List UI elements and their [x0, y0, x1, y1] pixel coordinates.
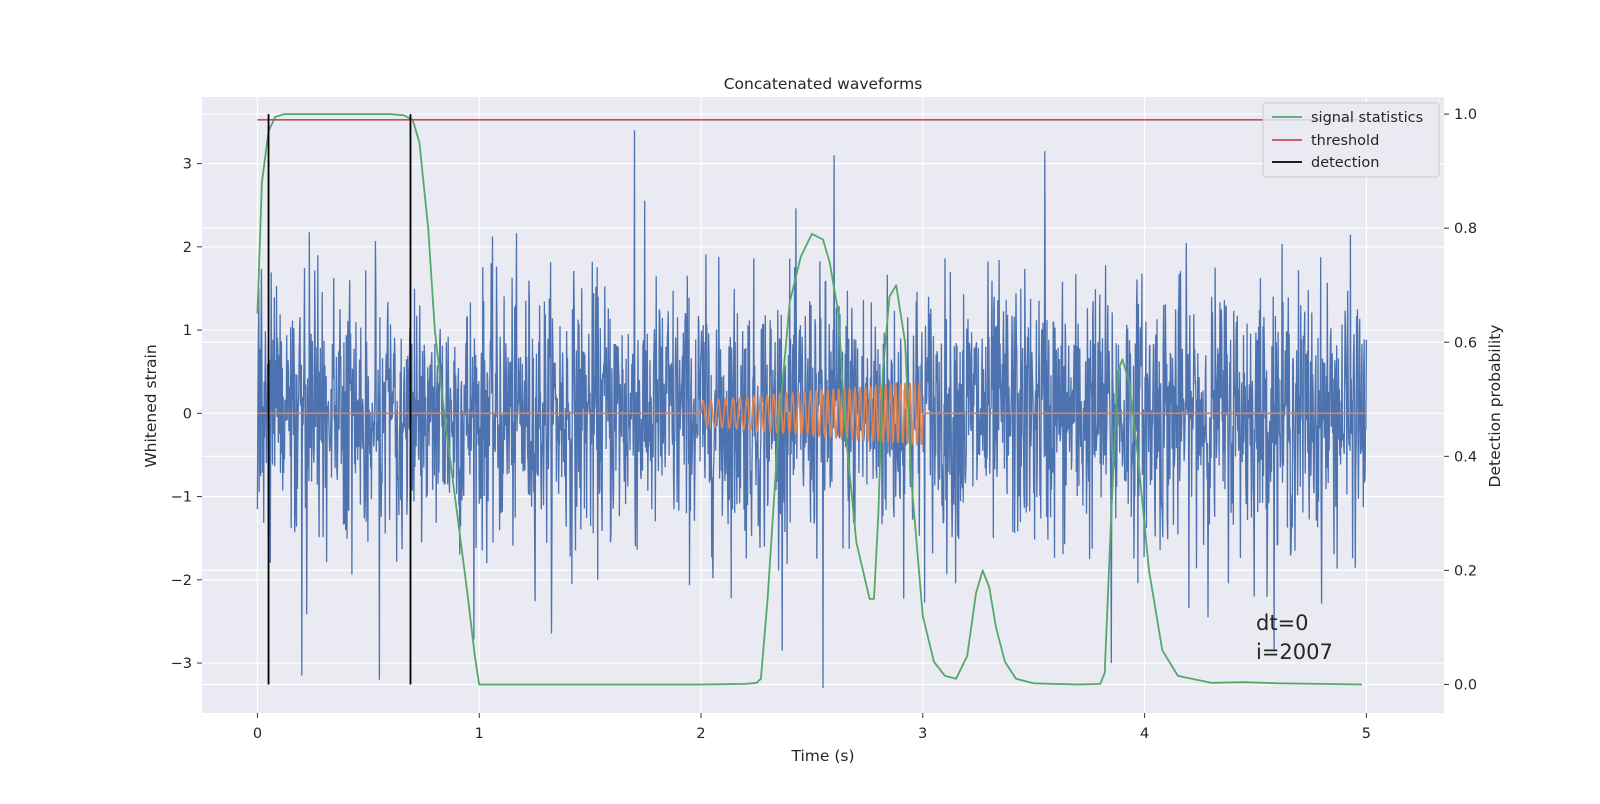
legend: signal statistics threshold detection [1262, 102, 1440, 178]
x-axis-label: Time (s) [790, 747, 854, 765]
legend-label-detection: detection [1311, 155, 1379, 171]
series-signal-statistics [256, 113, 1362, 686]
legend-box [1262, 102, 1440, 178]
legend-label-signal-statistics: signal statistics [1311, 110, 1423, 126]
y-tick-label: 0 [183, 406, 192, 422]
y-tick-label: 3 [183, 157, 192, 173]
x-tick-label: 2 [696, 726, 705, 742]
x-tick-label: 4 [1140, 726, 1149, 742]
y2-tick-label: 0.4 [1454, 449, 1477, 465]
y-tick-label: 2 [183, 240, 192, 256]
y2-tick-label: 0.2 [1454, 563, 1477, 579]
y-tick-label: −2 [171, 573, 192, 589]
tick-labels: 0 1 2 3 4 5 −3 −2 −1 0 1 2 3 0.0 0.2 0.4 0.6 0.8 1.0 [171, 107, 1477, 742]
x-tick-label: 3 [918, 726, 927, 742]
y2-tick-label: 1.0 [1454, 107, 1477, 123]
y-axis-label: Whitened strain [142, 344, 160, 467]
y-tick-label: −1 [171, 490, 192, 506]
series-layer [256, 113, 1368, 689]
y2-tick-label: 0.0 [1454, 677, 1477, 693]
series-injected-signal [257, 381, 1367, 446]
chart-title: Concatenated waveforms [724, 75, 923, 93]
y2-axis-label: Detection probability [1486, 325, 1504, 488]
annotation-dt: dt=0 [1256, 611, 1309, 635]
y2-tick-label: 0.6 [1454, 335, 1477, 351]
annotation-index: i=2007 [1256, 640, 1333, 664]
y2-tick-label: 0.8 [1454, 221, 1477, 237]
x-tick-label: 5 [1362, 726, 1371, 742]
y-tick-label: −3 [171, 656, 192, 672]
series-whitened-strain-noise [256, 130, 1368, 689]
x-tick-label: 0 [253, 726, 262, 742]
y-tick-label: 1 [183, 323, 192, 339]
x-tick-label: 1 [475, 726, 484, 742]
legend-label-threshold: threshold [1311, 133, 1379, 149]
